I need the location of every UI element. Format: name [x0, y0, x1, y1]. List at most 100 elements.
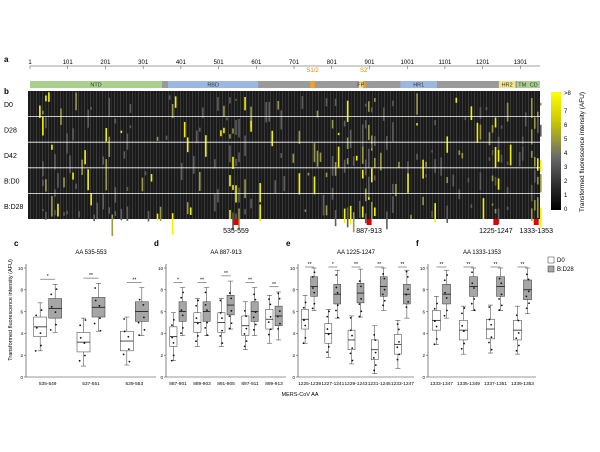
x-tick-label: 1225-1239: [298, 381, 321, 387]
heatmap-cell: [440, 157, 443, 176]
data-point: [228, 292, 231, 294]
y-tick-label: 6: [160, 309, 163, 314]
heatmap-cell: [307, 172, 310, 176]
x-axis-label: MERS-CoV AA: [282, 392, 319, 398]
data-point: [122, 353, 125, 356]
heatmap-cell: [45, 95, 47, 102]
heatmap-cell: [343, 159, 346, 173]
legend: D0 B:D28: [547, 256, 574, 273]
data-point: [84, 319, 87, 321]
data-point: [313, 291, 316, 294]
heatmap-cell: [422, 159, 424, 179]
data-point: [405, 293, 408, 296]
heatmap-cell: [380, 152, 382, 171]
highlight-regions: 535-559 887-913 1225-1247 1333-1353: [223, 219, 553, 235]
data-point: [243, 333, 246, 335]
colorbar-tick: 1: [564, 193, 568, 199]
significance-marker: **: [200, 277, 204, 283]
data-point: [461, 312, 463, 315]
x-tick-label: 539-553: [126, 381, 144, 387]
data-point: [204, 291, 207, 294]
data-point: [254, 298, 257, 301]
data-point: [383, 277, 386, 280]
data-point: [170, 359, 173, 362]
heatmap-cell: [325, 205, 328, 216]
heatmap-cell: [39, 105, 41, 118]
heatmap-cell: [51, 196, 53, 217]
data-point: [254, 311, 257, 313]
data-point: [197, 335, 199, 337]
heatmap-cell: [93, 214, 95, 222]
data-point: [373, 333, 376, 336]
data-point: [382, 304, 384, 307]
heatmap-cell: [334, 98, 337, 107]
data-point: [374, 351, 377, 354]
heatmap-cell: [313, 176, 316, 195]
heatmap-cell: [479, 124, 482, 140]
heatmap-cell: [374, 136, 376, 147]
heatmap-cell: [407, 173, 409, 193]
heatmap-cell: [325, 98, 328, 107]
heatmap-cell: [174, 96, 177, 108]
heatmap-cell: [141, 177, 144, 192]
x-tick-label: 1335-1349: [457, 381, 480, 387]
heatmap-cell: [274, 180, 277, 194]
heatmap-cell: [202, 107, 204, 119]
data-point: [221, 329, 224, 332]
heatmap-cell: [232, 156, 234, 169]
data-point: [335, 274, 338, 276]
data-point: [515, 337, 518, 340]
heatmap-cell: [331, 119, 334, 129]
colorbar: [551, 92, 561, 210]
heatmap-cell: [42, 110, 44, 115]
data-point: [245, 340, 248, 343]
heatmap-cell: [364, 103, 367, 107]
heatmap-cell: [250, 106, 252, 128]
heatmap-cell: [530, 129, 533, 145]
data-point: [230, 297, 233, 300]
data-point: [221, 317, 223, 320]
domain-label: CD: [530, 83, 538, 89]
heatmap-cell: [458, 150, 461, 155]
x-tick-label: 1337-1351: [484, 381, 507, 387]
heatmap-cell: [313, 143, 316, 163]
heatmap-cell: [518, 152, 521, 167]
row-label: D28: [4, 127, 17, 134]
data-point: [517, 332, 520, 334]
data-point: [278, 297, 281, 300]
data-point: [267, 333, 270, 336]
data-point: [83, 342, 86, 344]
data-point: [525, 307, 528, 310]
heatmap-cell: [238, 187, 240, 203]
heatmap-cell: [195, 130, 198, 144]
heatmap-cell: [280, 110, 283, 130]
domain-hr1: [400, 81, 438, 88]
data-point: [276, 315, 279, 318]
data-point: [525, 273, 528, 276]
data-point: [40, 344, 42, 347]
heatmap-cell: [446, 177, 449, 184]
residue-ruler: 1 101 201 301 401 501 601 701 801 901 1001 1101 1201…: [28, 60, 540, 69]
data-point: [196, 322, 199, 325]
box-panel-e: e AA 1225-1247 0 2 4 6 8 10 1225-1239 ** 1227-1241…: [286, 239, 414, 387]
data-point: [328, 310, 330, 313]
heatmap-cell: [491, 150, 494, 156]
heatmap-cell: [72, 172, 74, 180]
data-point: [123, 318, 126, 320]
data-point: [219, 335, 222, 337]
heatmap-cell: [494, 117, 497, 128]
data-point: [228, 327, 231, 330]
heatmap-cell: [45, 117, 47, 129]
data-point: [172, 342, 175, 344]
data-point: [360, 297, 363, 300]
data-point: [93, 322, 96, 325]
residue-tick-label: 1001: [401, 60, 415, 66]
data-point: [79, 324, 82, 327]
data-point: [383, 299, 386, 302]
y-tick-label: 10: [18, 266, 24, 271]
heatmap-cell: [325, 172, 328, 178]
data-point: [349, 352, 352, 355]
heatmap-cell: [66, 133, 68, 154]
heatmap-cell: [540, 124, 542, 137]
heatmap-cell: [500, 154, 503, 163]
